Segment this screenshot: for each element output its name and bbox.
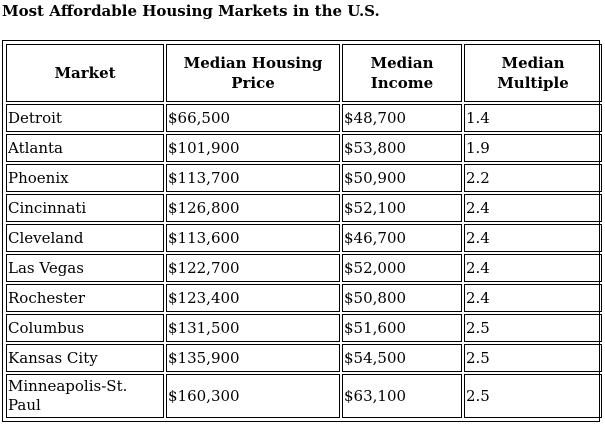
cell-income: $48,700 [342, 104, 462, 132]
cell-income: $46,700 [342, 224, 462, 252]
column-header-market-label: Market [54, 64, 116, 82]
table-row: Columbus $131,500 $51,600 2.5 [6, 314, 602, 342]
page-title: Most Affordable Housing Markets in the U… [2, 2, 380, 20]
cell-price: $101,900 [166, 134, 340, 162]
cell-market: Cleveland [6, 224, 164, 252]
cell-price: $160,300 [166, 374, 340, 418]
cell-price: $113,600 [166, 224, 340, 252]
column-header-median-income: Median Income [342, 44, 462, 102]
cell-price: $123,400 [166, 284, 340, 312]
cell-market: Las Vegas [6, 254, 164, 282]
column-header-price-line2: Price [231, 74, 275, 92]
table-row: Cleveland $113,600 $46,700 2.4 [6, 224, 602, 252]
cell-market: Cincinnati [6, 194, 164, 222]
column-header-income-line1: Median [370, 54, 434, 72]
cell-price: $66,500 [166, 104, 340, 132]
table-row: Rochester $123,400 $50,800 2.4 [6, 284, 602, 312]
cell-market: Detroit [6, 104, 164, 132]
cell-income: $54,500 [342, 344, 462, 372]
column-header-median-housing-price: Median Housing Price [166, 44, 340, 102]
cell-multiple: 2.4 [464, 254, 602, 282]
cell-price: $126,800 [166, 194, 340, 222]
cell-income: $50,800 [342, 284, 462, 312]
column-header-price-line1: Median Housing [183, 54, 323, 72]
cell-market: Columbus [6, 314, 164, 342]
table-row: Cincinnati $126,800 $52,100 2.4 [6, 194, 602, 222]
cell-multiple: 2.4 [464, 224, 602, 252]
cell-income: $63,100 [342, 374, 462, 418]
cell-income: $50,900 [342, 164, 462, 192]
column-header-multiple-line2: Multiple [497, 74, 569, 92]
cell-income: $51,600 [342, 314, 462, 342]
column-header-multiple-line1: Median [501, 54, 565, 72]
cell-multiple: 2.5 [464, 344, 602, 372]
cell-multiple: 2.4 [464, 194, 602, 222]
cell-market: Atlanta [6, 134, 164, 162]
table-row: Phoenix $113,700 $50,900 2.2 [6, 164, 602, 192]
cell-market: Kansas City [6, 344, 164, 372]
cell-multiple: 2.2 [464, 164, 602, 192]
cell-price: $131,500 [166, 314, 340, 342]
column-header-market: Market [6, 44, 164, 102]
cell-price: $122,700 [166, 254, 340, 282]
table-row: Atlanta $101,900 $53,800 1.9 [6, 134, 602, 162]
cell-market: Phoenix [6, 164, 164, 192]
cell-income: $53,800 [342, 134, 462, 162]
cell-income: $52,100 [342, 194, 462, 222]
table-row: Kansas City $135,900 $54,500 2.5 [6, 344, 602, 372]
cell-multiple: 2.4 [464, 284, 602, 312]
cell-multiple: 1.4 [464, 104, 602, 132]
cell-market: Minneapolis-St. Paul [6, 374, 164, 418]
column-header-income-line2: Income [370, 74, 434, 92]
housing-table-frame: Market Median Housing Price Median Incom… [2, 40, 602, 422]
header-row: Market Median Housing Price Median Incom… [6, 44, 602, 102]
cell-multiple: 2.5 [464, 374, 602, 418]
column-header-median-multiple: Median Multiple [464, 44, 602, 102]
cell-multiple: 2.5 [464, 314, 602, 342]
cell-market: Rochester [6, 284, 164, 312]
table-row: Minneapolis-St. Paul $160,300 $63,100 2.… [6, 374, 602, 418]
housing-markets-table: Market Median Housing Price Median Incom… [4, 42, 604, 420]
cell-price: $135,900 [166, 344, 340, 372]
table-row: Detroit $66,500 $48,700 1.4 [6, 104, 602, 132]
cell-price: $113,700 [166, 164, 340, 192]
cell-income: $52,000 [342, 254, 462, 282]
cell-multiple: 1.9 [464, 134, 602, 162]
table-row: Las Vegas $122,700 $52,000 2.4 [6, 254, 602, 282]
